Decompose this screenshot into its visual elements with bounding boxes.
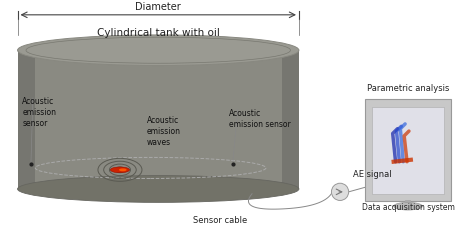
Ellipse shape (110, 167, 129, 173)
Ellipse shape (393, 202, 422, 210)
Ellipse shape (18, 176, 299, 202)
FancyBboxPatch shape (372, 107, 444, 194)
Bar (18, 50, 35, 189)
Text: Parametric analysis: Parametric analysis (367, 84, 449, 93)
Text: Acoustic
emission
sensor: Acoustic emission sensor (22, 97, 56, 128)
Bar (282, 50, 299, 189)
Bar (18, 50, 299, 189)
Ellipse shape (18, 35, 299, 66)
Text: Cylindrical tank with oil: Cylindrical tank with oil (97, 28, 219, 38)
Ellipse shape (119, 168, 127, 171)
Text: AE signal: AE signal (354, 170, 392, 179)
Text: Acoustic
emission
waves: Acoustic emission waves (147, 116, 181, 148)
Text: Diameter: Diameter (136, 2, 181, 12)
Text: Sensor cable: Sensor cable (193, 216, 247, 225)
Text: Acoustic
emission sensor: Acoustic emission sensor (229, 109, 291, 129)
Ellipse shape (331, 183, 349, 200)
FancyBboxPatch shape (365, 99, 451, 201)
Text: Data acquisition system: Data acquisition system (362, 203, 455, 212)
